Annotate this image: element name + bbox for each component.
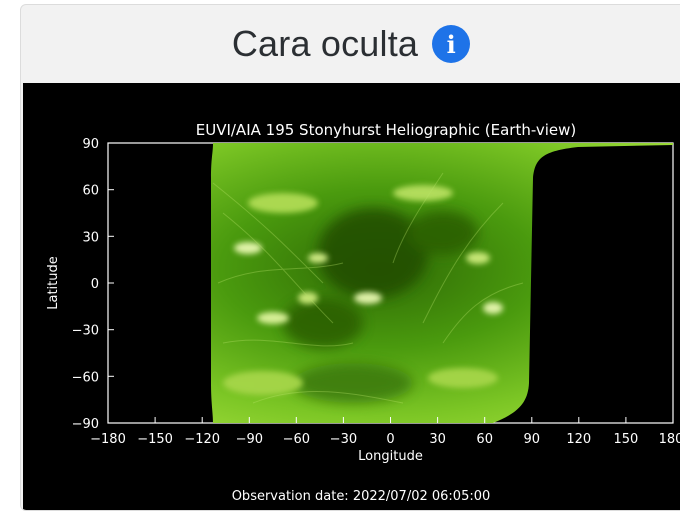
x-axis-label: Longitude [358,449,423,464]
observation-date: Observation date: 2022/07/02 06:05:00 [232,489,491,504]
y-axis: 90 60 30 0 −30 −60 −90 Latitude [46,137,114,432]
card-title: Cara oculta [231,23,419,64]
y-tick-label: 90 [82,137,99,152]
x-tick-label: 120 [566,432,591,447]
y-tick-label: −30 [72,324,99,339]
y-tick-label: −60 [72,370,99,385]
x-tick-label: 30 [429,432,446,447]
euv-solar-image [108,143,673,423]
x-tick-label: −60 [283,432,310,447]
plot-title: EUVI/AIA 195 Stonyhurst Heliographic (Ea… [196,121,577,139]
y-tick-label: 60 [82,184,99,199]
x-tick-label: −150 [137,432,173,447]
x-tick-label: 60 [476,432,493,447]
y-tick-label: 0 [91,277,99,292]
y-tick-label: 30 [82,230,99,245]
y-tick-label: −90 [72,417,99,432]
x-tick-label: −90 [236,432,263,447]
x-axis: −180 −150 −120 −90 −60 −30 0 30 60 90 12… [90,417,680,464]
card-header: Cara oculta i [21,5,680,83]
solar-map-svg: EUVI/AIA 195 Stonyhurst Heliographic (Ea… [46,121,680,504]
solar-map-plot: EUVI/AIA 195 Stonyhurst Heliographic (Ea… [23,83,680,510]
hidden-side-card: Cara oculta i [20,4,680,511]
x-tick-label: 0 [386,432,394,447]
x-tick-label: 180 [659,432,680,447]
x-tick-label: 150 [613,432,638,447]
x-tick-label: 90 [524,432,541,447]
info-icon[interactable]: i [432,25,471,63]
x-tick-label: −120 [184,432,220,447]
x-tick-label: −30 [330,432,357,447]
y-axis-label: Latitude [46,256,61,310]
x-tick-label: −180 [90,432,126,447]
